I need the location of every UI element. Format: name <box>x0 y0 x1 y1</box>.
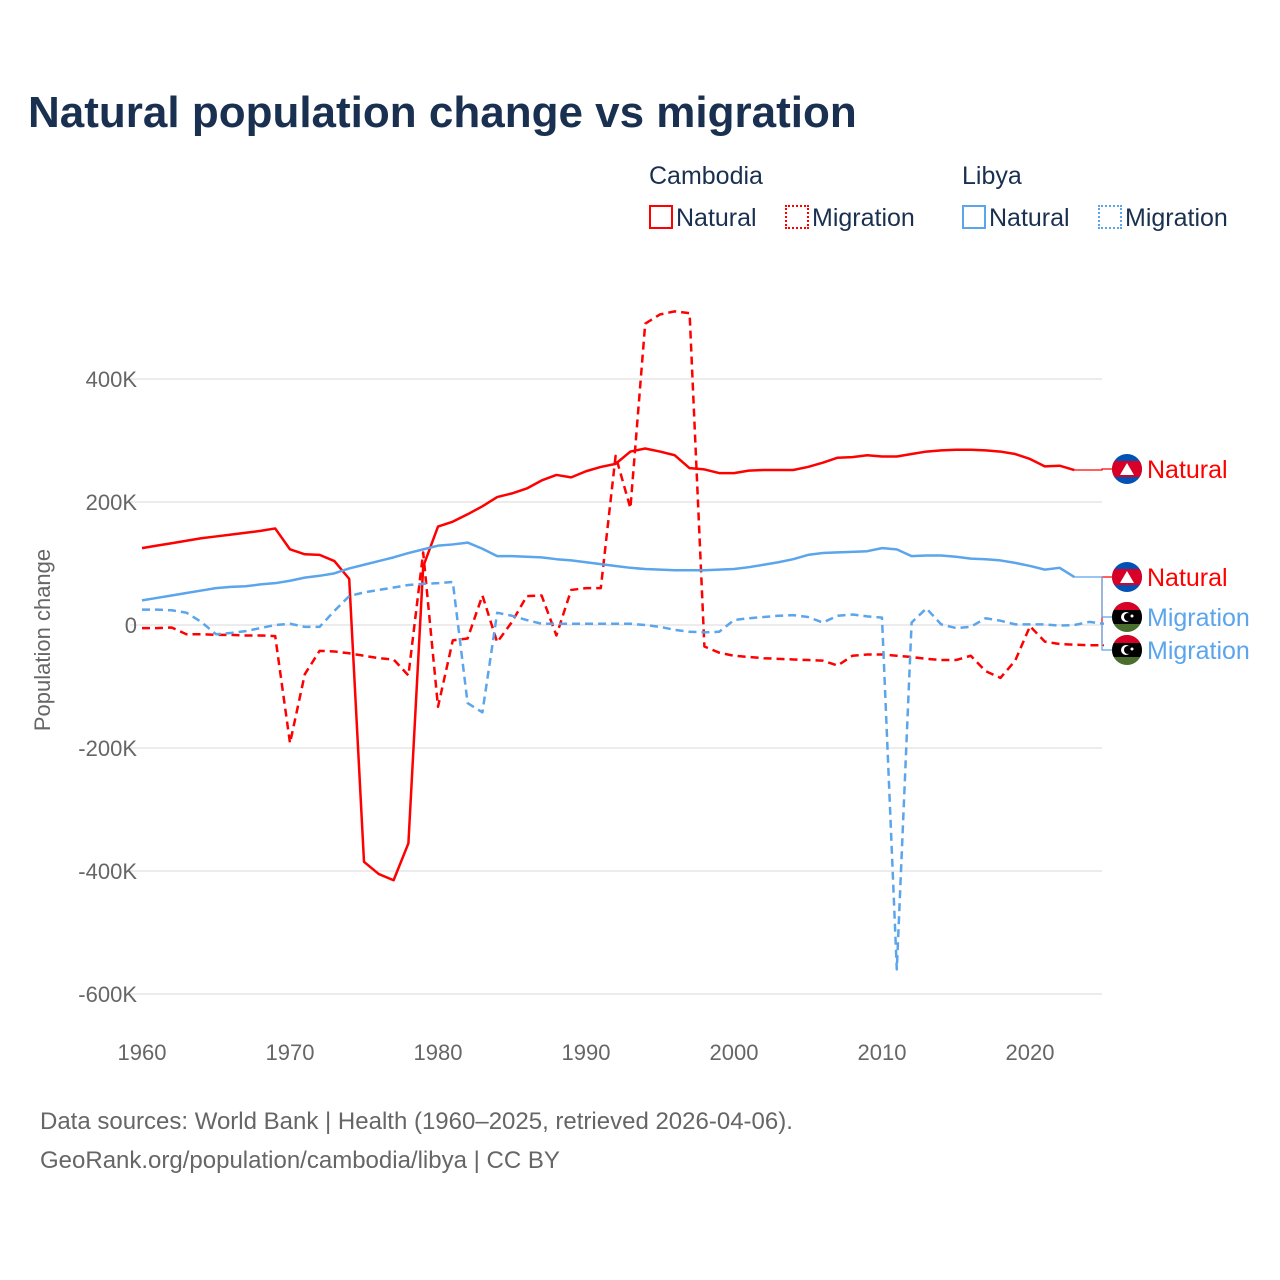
end-label: Natural <box>1147 456 1228 484</box>
label-connector <box>1101 576 1112 646</box>
flag-cambodia-icon <box>1112 562 1142 592</box>
footer-link[interactable]: GeoRank.org/population/cambodia/libya | … <box>40 1147 560 1174</box>
y-tick-label: -400K <box>78 859 137 884</box>
x-tick-label: 2020 <box>1006 1040 1055 1065</box>
x-tick-label: 2000 <box>710 1040 759 1065</box>
chart-title: Natural population change vs migration <box>28 88 857 137</box>
label-connector <box>1074 468 1112 471</box>
y-tick-label: 0 <box>125 613 137 638</box>
flag-libya-icon <box>1112 602 1142 632</box>
x-tick-label: 1990 <box>562 1040 611 1065</box>
x-tick-label: 2010 <box>858 1040 907 1065</box>
y-tick-label: -200K <box>78 736 137 761</box>
label-connector <box>1101 623 1112 651</box>
end-label: Migration <box>1147 637 1250 665</box>
x-tick-label: 1970 <box>266 1040 315 1065</box>
label-connector <box>1074 576 1112 618</box>
legend-group-cambodia: Cambodia <box>649 162 763 190</box>
series-line-cambodia-migration <box>142 310 1104 745</box>
legend-label: Natural <box>676 204 757 232</box>
legend-group-libya: Libya <box>962 162 1022 190</box>
series-line-libya-natural <box>141 541 1076 602</box>
y-tick-label: 400K <box>86 367 138 392</box>
legend-swatch <box>1098 205 1122 229</box>
series-line-cambodia-natural <box>141 447 1075 882</box>
legend-libya-natural[interactable]: Natural <box>962 204 1070 233</box>
flag-cambodia-icon <box>1112 454 1142 484</box>
y-tick-label: 200K <box>86 490 138 515</box>
legend-label: Migration <box>1125 204 1228 232</box>
legend-label: Migration <box>812 204 915 232</box>
legend-label: Natural <box>989 204 1070 232</box>
legend-swatch <box>785 205 809 229</box>
y-axis-label: Population change <box>30 549 55 731</box>
flag-libya-icon <box>1112 635 1142 665</box>
end-label: Migration <box>1147 604 1250 632</box>
series-line-libya-migration <box>142 580 1105 971</box>
end-label: Natural <box>1147 564 1228 592</box>
legend-cambodia-natural[interactable]: Natural <box>649 204 757 233</box>
legend-cambodia-migration[interactable]: Migration <box>785 204 915 233</box>
legend-swatch <box>649 205 673 229</box>
footer-sources: Data sources: World Bank | Health (1960–… <box>40 1108 793 1135</box>
x-tick-label: 1960 <box>118 1040 167 1065</box>
legend-libya-migration[interactable]: Migration <box>1098 204 1228 233</box>
y-tick-label: -600K <box>78 982 137 1007</box>
legend-swatch <box>962 205 986 229</box>
x-tick-label: 1980 <box>414 1040 463 1065</box>
